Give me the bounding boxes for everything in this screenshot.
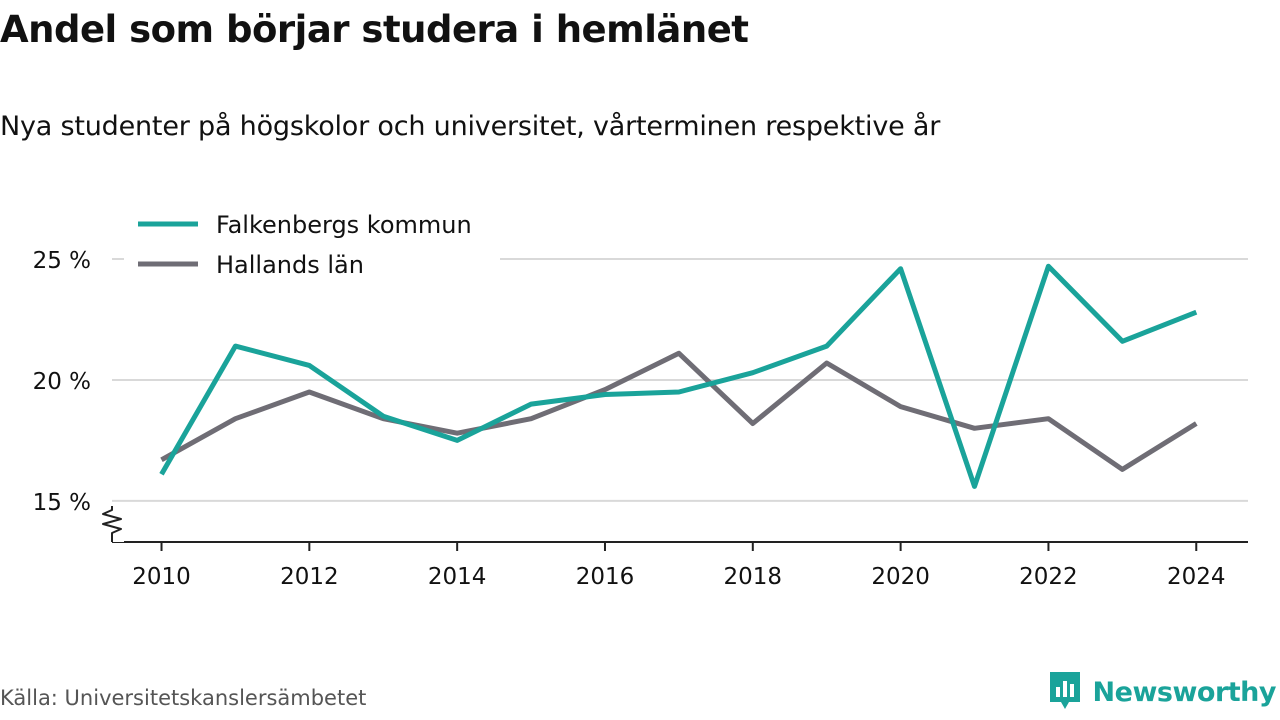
series-lines — [159, 263, 1198, 489]
legend-label-halland: Hallands län — [216, 251, 364, 279]
x-ticks: 2010 2012 2014 2016 2018 2020 2022 2024 — [132, 542, 1226, 590]
x-tick-label: 2024 — [1167, 564, 1226, 590]
x-tick-label: 2012 — [280, 564, 339, 590]
brand-name: Newsworthy — [1092, 676, 1277, 708]
x-tick-label: 2018 — [724, 564, 783, 590]
newsworthy-logo-icon — [1047, 669, 1083, 715]
legend-label-falkenberg: Falkenbergs kommun — [216, 211, 472, 239]
x-tick-label: 2022 — [1019, 564, 1078, 590]
x-tick-label: 2014 — [428, 564, 487, 590]
x-tick-label: 2010 — [132, 564, 191, 590]
x-tick-label: 2016 — [576, 564, 635, 590]
legend: Falkenbergs kommun Hallands län — [124, 200, 500, 290]
brand-logo: Newsworthy — [1047, 669, 1277, 715]
y-tick-label: 15 % — [33, 490, 91, 516]
axes — [100, 506, 1248, 543]
legend-background — [124, 200, 500, 290]
x-tick-label: 2020 — [871, 564, 930, 590]
y-tick-label: 25 % — [33, 248, 91, 274]
chart-subtitle: Nya studenter på högskolor och universit… — [0, 111, 941, 142]
axis-break-icon — [102, 506, 122, 542]
source-note: Källa: Universitetskanslersämbetet — [0, 686, 367, 710]
series-line-falkenberg — [159, 263, 1198, 489]
y-tick-label: 20 % — [33, 369, 91, 395]
y-ticks: 15 % 20 % 25 % — [33, 248, 91, 516]
series-line-halland — [160, 350, 1198, 472]
chart-title: Andel som börjar studera i hemlänet — [0, 8, 749, 51]
line-chart: 2010 2012 2014 2016 2018 2020 2022 2024 15 % 20 … — [32, 200, 1248, 590]
